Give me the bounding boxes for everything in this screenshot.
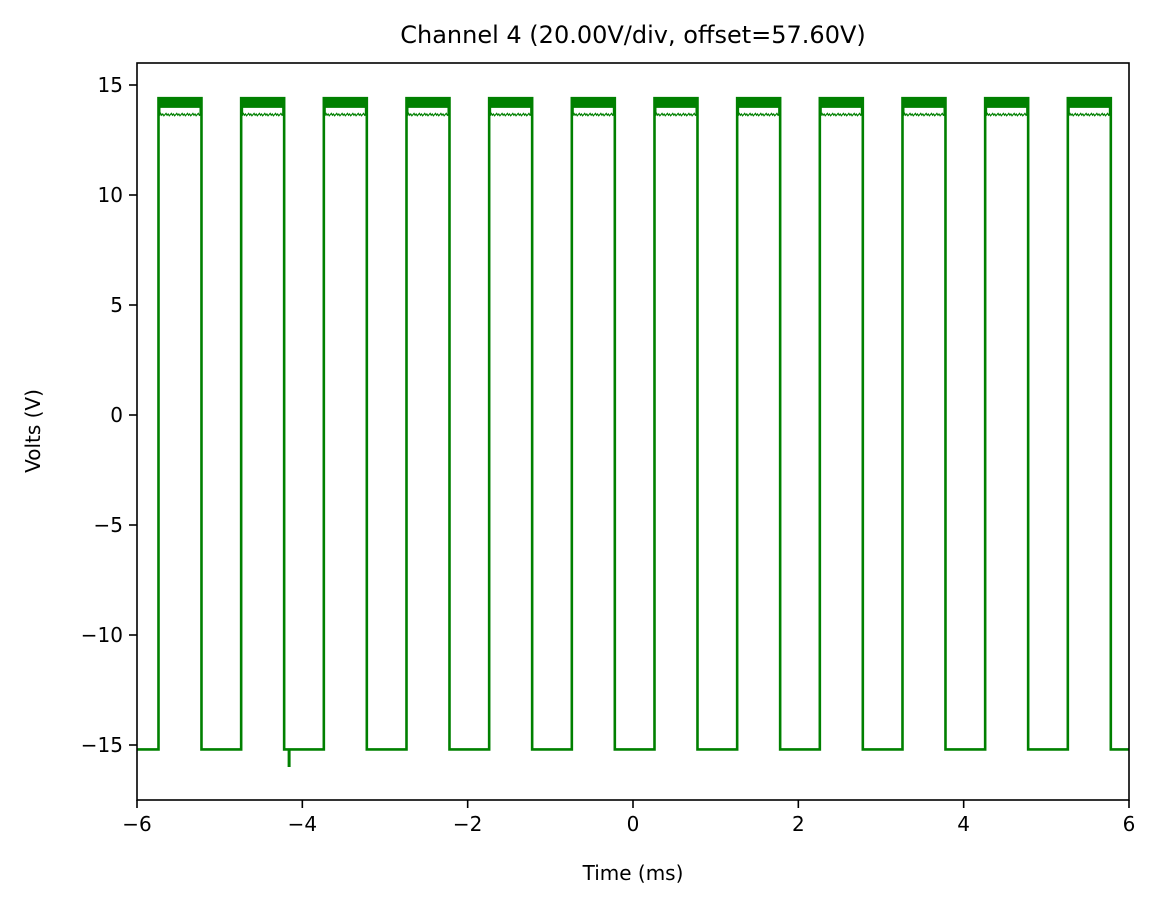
pulse-high-band xyxy=(654,98,698,108)
x-tick-label: −2 xyxy=(453,812,482,836)
x-axis-label: Time (ms) xyxy=(582,861,684,885)
trace-group xyxy=(137,96,1129,767)
pulse-noise-edge xyxy=(158,112,202,117)
pulse-high-band xyxy=(489,98,533,108)
x-ticks: −6 −4 −2 0 2 4 6 xyxy=(122,800,1135,836)
y-tick-label: 0 xyxy=(110,403,123,427)
x-tick-label: 0 xyxy=(627,812,640,836)
signal-trace xyxy=(137,96,1129,751)
y-axis-label: Volts (V) xyxy=(21,389,45,473)
x-tick-label: 6 xyxy=(1123,812,1136,836)
pulse-noise-edge xyxy=(488,112,533,117)
pulse-high-band xyxy=(737,98,781,108)
x-tick-label: −6 xyxy=(122,812,151,836)
x-tick-label: −4 xyxy=(288,812,317,836)
y-tick-label: −15 xyxy=(81,733,123,757)
y-ticks: −15 −10 −5 0 5 10 15 xyxy=(81,73,137,757)
pulse-high-band xyxy=(323,98,367,108)
pulse-noise-edge xyxy=(571,112,616,117)
y-tick-label: −5 xyxy=(94,513,123,537)
pulse-high-band xyxy=(158,98,202,108)
pulse-noise-edge xyxy=(406,112,450,117)
pulse-high-band xyxy=(406,98,450,108)
pulse-noise-edge xyxy=(654,112,698,117)
pulse-noise-edge xyxy=(984,112,1029,117)
pulse-noise-edge xyxy=(323,112,368,117)
pulse-noise-edge xyxy=(736,112,781,117)
y-tick-label: −10 xyxy=(81,623,123,647)
chart-title: Channel 4 (20.00V/div, offset=57.60V) xyxy=(400,21,866,49)
pulse-noise-edge xyxy=(240,112,285,117)
pulse-high-band xyxy=(241,98,285,108)
pulse-high-band xyxy=(902,98,946,108)
x-tick-label: 2 xyxy=(792,812,805,836)
pulse-noise-edge xyxy=(902,112,946,117)
pulse-high-band xyxy=(985,98,1029,108)
y-tick-label: 10 xyxy=(98,183,123,207)
pulse-noise-edge xyxy=(819,112,864,117)
pulse-high-band xyxy=(1067,98,1111,108)
y-tick-label: 15 xyxy=(98,73,123,97)
pulse-noise-edge xyxy=(1067,112,1112,117)
x-tick-label: 4 xyxy=(957,812,970,836)
y-tick-label: 5 xyxy=(110,293,123,317)
pulse-high-band xyxy=(819,98,863,108)
pulse-high-band xyxy=(571,98,615,108)
